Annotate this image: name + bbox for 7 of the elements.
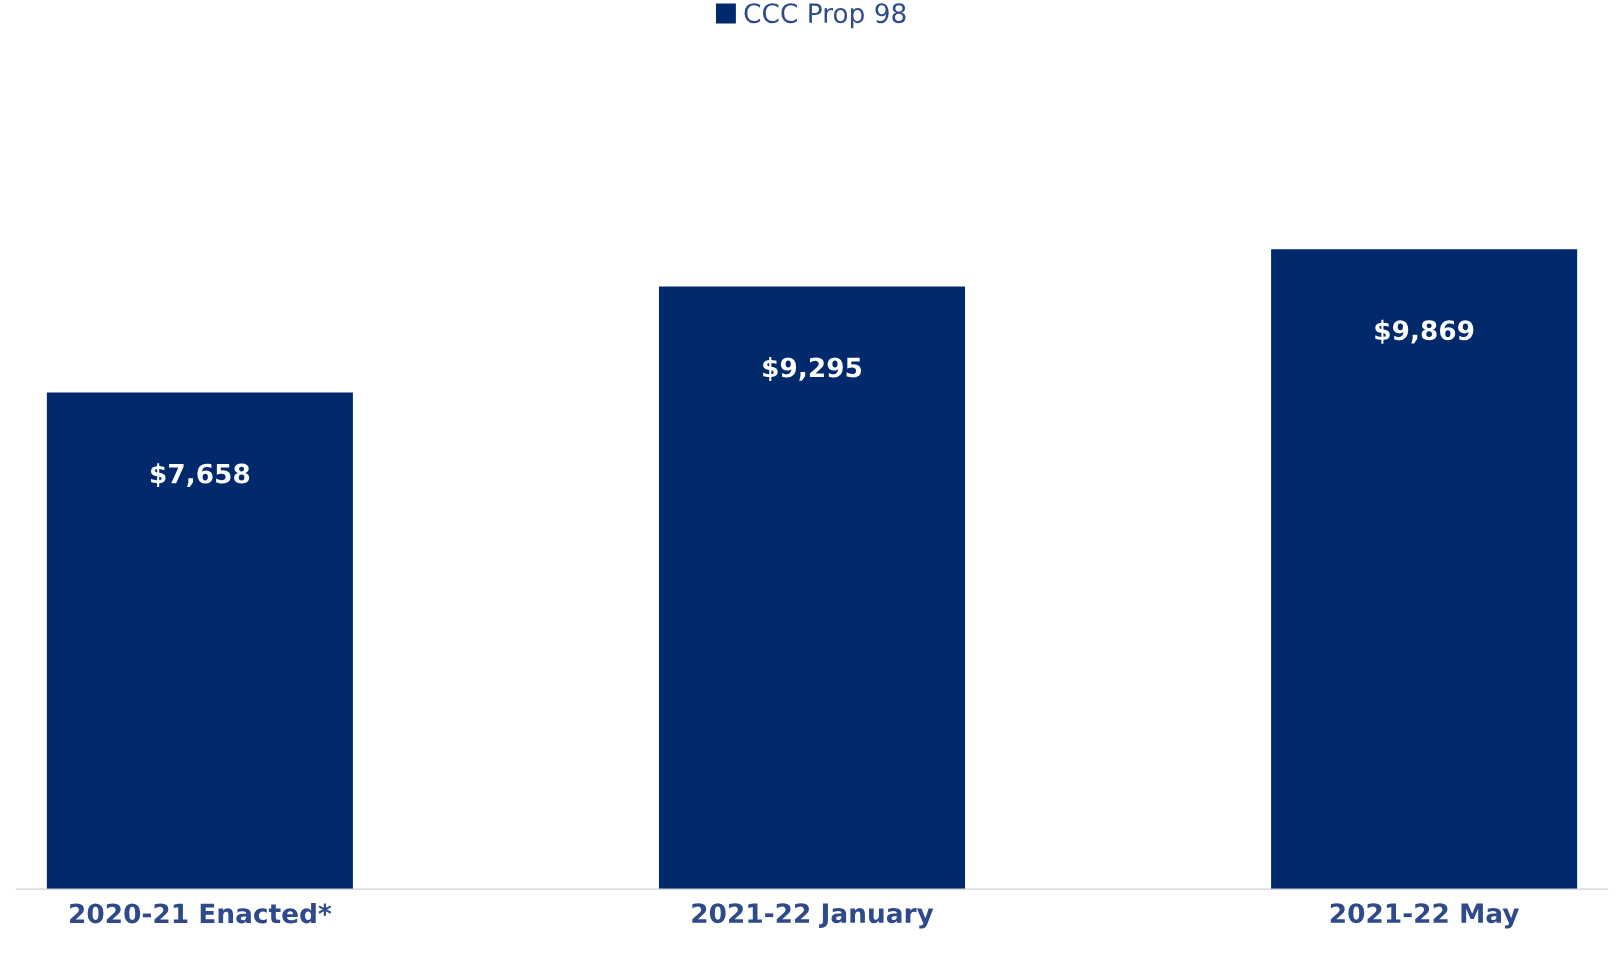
x-tick-label: 2020-21 Enacted* bbox=[70, 902, 332, 924]
data-label: $9,295 bbox=[763, 357, 862, 381]
data-label: $9,869 bbox=[1375, 319, 1474, 344]
x-tick-label: 2021-22 January bbox=[692, 903, 934, 929]
data-label: $7,658 bbox=[151, 463, 250, 488]
legend-label: CCC Prop 98 bbox=[744, 3, 906, 29]
x-tick-label: 2021-22 May bbox=[1330, 903, 1520, 929]
